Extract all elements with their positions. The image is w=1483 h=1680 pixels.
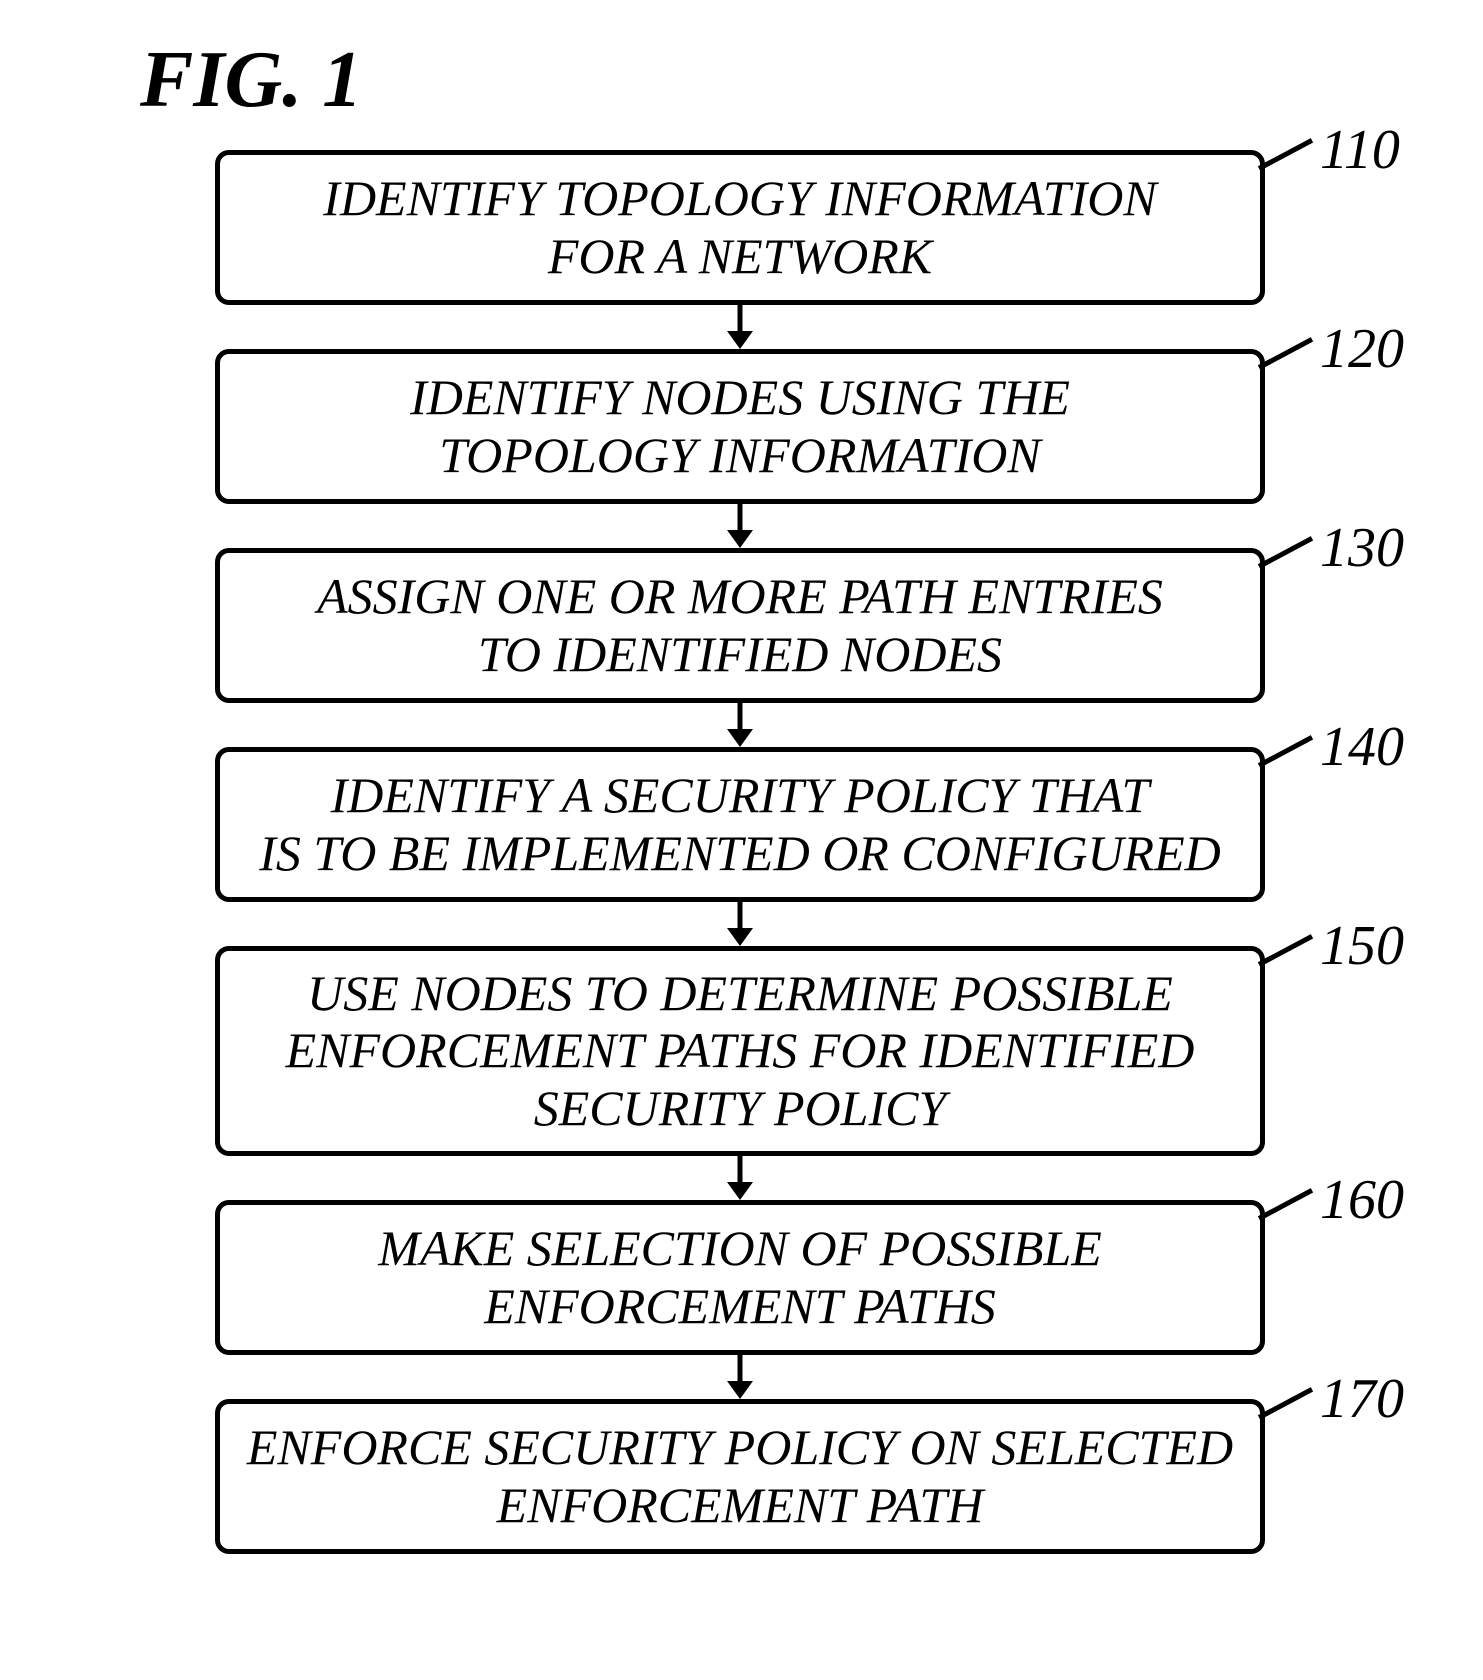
flow-arrow [115,1156,1365,1200]
flow-arrow [115,703,1365,747]
flow-box-line: ASSIGN ONE OR MORE PATH ENTRIES [317,568,1163,626]
flow-box-line: USE NODES TO DETERMINE POSSIBLE [307,965,1173,1023]
figure-title: FIG. 1 [140,35,362,126]
ref-number: 140 [1320,715,1404,779]
ref-number: 160 [1320,1168,1404,1232]
flow-step: IDENTIFY A SECURITY POLICY THATIS TO BE … [215,747,1265,902]
flow-box: USE NODES TO DETERMINE POSSIBLEENFORCEME… [215,946,1265,1156]
flow-box: MAKE SELECTION OF POSSIBLEENFORCEMENT PA… [215,1200,1265,1355]
flow-box-line: ENFORCEMENT PATHS [484,1278,996,1336]
flow-box: IDENTIFY NODES USING THETOPOLOGY INFORMA… [215,349,1265,504]
flow-step: USE NODES TO DETERMINE POSSIBLEENFORCEME… [215,946,1265,1156]
flowchart: IDENTIFY TOPOLOGY INFORMATIONFOR A NETWO… [115,150,1365,1554]
flow-box-line: IS TO BE IMPLEMENTED OR CONFIGURED [259,825,1221,883]
flow-box-line: IDENTIFY A SECURITY POLICY THAT [331,767,1150,825]
flow-box: ENFORCE SECURITY POLICY ON SELECTEDENFOR… [215,1399,1265,1554]
flow-box-line: TOPOLOGY INFORMATION [439,427,1040,485]
page: FIG. 1 IDENTIFY TOPOLOGY INFORMATIONFOR … [0,0,1483,1680]
flow-box-line: ENFORCE SECURITY POLICY ON SELECTED [247,1419,1233,1477]
flow-box-line: FOR A NETWORK [548,228,932,286]
flow-arrow [115,902,1365,946]
flow-arrow [115,305,1365,349]
flow-step: IDENTIFY TOPOLOGY INFORMATIONFOR A NETWO… [215,150,1265,305]
flow-box-line: ENFORCEMENT PATHS FOR IDENTIFIED [286,1022,1195,1080]
ref-number: 150 [1320,914,1404,978]
ref-number: 110 [1320,118,1400,182]
flow-box-line: IDENTIFY TOPOLOGY INFORMATION [323,170,1156,228]
flow-box-line: TO IDENTIFIED NODES [478,626,1002,684]
flow-arrow [115,504,1365,548]
flow-arrow [115,1355,1365,1399]
ref-leader [1258,138,1313,171]
flow-box-line: SECURITY POLICY [534,1080,947,1138]
flow-box-line: ENFORCEMENT PATH [497,1477,984,1535]
flow-step: ASSIGN ONE OR MORE PATH ENTRIESTO IDENTI… [215,548,1265,703]
flow-box: ASSIGN ONE OR MORE PATH ENTRIESTO IDENTI… [215,548,1265,703]
flow-box: IDENTIFY A SECURITY POLICY THATIS TO BE … [215,747,1265,902]
ref-number: 130 [1320,516,1404,580]
flow-box-line: IDENTIFY NODES USING THE [410,369,1070,427]
flow-step: MAKE SELECTION OF POSSIBLEENFORCEMENT PA… [215,1200,1265,1355]
ref-number: 120 [1320,317,1404,381]
flow-step: ENFORCE SECURITY POLICY ON SELECTEDENFOR… [215,1399,1265,1554]
flow-box-line: MAKE SELECTION OF POSSIBLE [378,1220,1102,1278]
ref-number: 170 [1320,1367,1404,1431]
flow-box: IDENTIFY TOPOLOGY INFORMATIONFOR A NETWO… [215,150,1265,305]
flow-step: IDENTIFY NODES USING THETOPOLOGY INFORMA… [215,349,1265,504]
